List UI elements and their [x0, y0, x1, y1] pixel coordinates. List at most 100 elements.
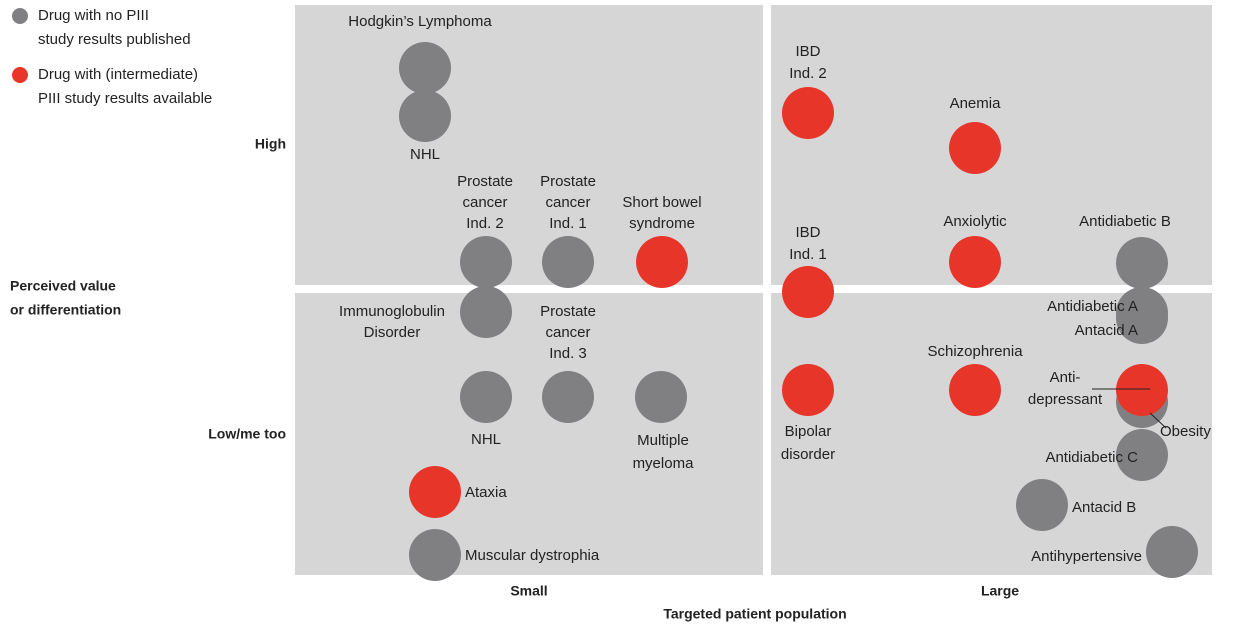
drug-bubble	[1116, 292, 1168, 344]
drug-label: Anti-depressant	[1028, 369, 1103, 408]
drug-bubble	[542, 236, 594, 288]
legend-label-line: PIII study results available	[38, 90, 212, 107]
drug-label: Bipolar disorder	[781, 423, 835, 463]
quadrant	[295, 5, 763, 285]
drug-label-line: Antidiabetic C	[1045, 449, 1138, 466]
drug-label-line: Short bowel	[622, 194, 701, 211]
drug-label-line: Anemia	[950, 95, 1002, 112]
drug-label: Muscular dystrophia	[465, 547, 600, 564]
drug-label-line: IBD	[795, 43, 820, 60]
drug-label-line: Immunoglobulin	[339, 303, 445, 320]
drug-bubble	[782, 87, 834, 139]
drug-label-line: Antacid A	[1075, 322, 1138, 339]
drug-label-line: Bipolar	[785, 423, 832, 440]
x-label: Small	[510, 583, 547, 599]
legend-label: Drug with no PIII study results published	[38, 7, 191, 48]
drug-bubble	[1146, 526, 1198, 578]
drug-label: Antidiabetic B	[1079, 213, 1171, 230]
y-title: Perceived value	[10, 278, 116, 294]
drug-label: Obesity	[1160, 423, 1211, 440]
drug-label: Ataxia	[465, 484, 507, 501]
legend-label-line: Drug with no PIII	[38, 7, 149, 24]
drug-bubble	[782, 364, 834, 416]
legend-swatch	[12, 8, 28, 24]
drug-label-line: Antihypertensive	[1031, 548, 1142, 565]
drug-label-line: cancer	[545, 324, 590, 341]
drug-label-line: Antacid B	[1072, 499, 1136, 516]
drug-bubble	[399, 42, 451, 94]
drug-bubble	[409, 466, 461, 518]
drug-label-line: NHL	[471, 431, 501, 448]
drug-bubble	[949, 236, 1001, 288]
drug-label-line: Prostate	[457, 173, 513, 190]
drug-label-line: disorder	[781, 446, 835, 463]
drug-label-line: Muscular dystrophia	[465, 547, 600, 564]
drug-label-line: Hodgkin’s Lymphoma	[348, 13, 492, 30]
drug-label: NHL	[410, 146, 440, 163]
drug-label: Anemia	[950, 95, 1002, 112]
legend-label-line: study results published	[38, 31, 191, 48]
drug-label-line: Antidiabetic A	[1047, 298, 1138, 315]
drug-label-line: Ind. 2	[789, 65, 827, 82]
drug-label: IBD Ind. 1	[789, 224, 827, 263]
drug-label: IBD Ind. 2	[789, 43, 827, 82]
drug-label-line: depressant	[1028, 391, 1103, 408]
drug-label: Prostate cancer Ind. 3	[540, 303, 596, 362]
drug-label-line: Anti-	[1050, 369, 1081, 386]
drug-label-line: Ataxia	[465, 484, 507, 501]
drug-bubble	[782, 266, 834, 318]
legend-label: Drug with (intermediate) PIII study resul…	[38, 66, 212, 107]
legend-swatch	[12, 67, 28, 83]
drug-label: Multiple myeloma	[633, 432, 695, 472]
drug-bubble	[409, 529, 461, 581]
drug-label: Immunoglobulin Disorder	[339, 303, 445, 341]
drug-label-line: Disorder	[364, 324, 421, 341]
drug-label-line: Ind. 1	[549, 215, 587, 232]
drug-label: Antidiabetic C	[1045, 449, 1138, 466]
x-label: Large	[981, 583, 1019, 599]
drug-label-line: IBD	[795, 224, 820, 241]
drug-label: Antacid B	[1072, 499, 1136, 516]
drug-bubble	[1016, 479, 1068, 531]
drug-label-line: Obesity	[1160, 423, 1211, 440]
legend-label-line: Drug with (intermediate)	[38, 66, 198, 83]
drug-label: Anxiolytic	[943, 213, 1007, 230]
drug-bubble	[399, 90, 451, 142]
y-label: Low/me too	[208, 426, 286, 442]
drug-bubble	[460, 236, 512, 288]
drug-label: Prostate cancer Ind. 1	[540, 173, 596, 232]
drug-label-line: Ind. 3	[549, 345, 587, 362]
drug-bubble	[460, 286, 512, 338]
drug-label-line: Prostate	[540, 303, 596, 320]
drug-bubble	[1116, 237, 1168, 289]
drug-label-line: NHL	[410, 146, 440, 163]
drug-label-line: Antidiabetic B	[1079, 213, 1171, 230]
drug-bubble	[1116, 429, 1168, 481]
drug-label-line: Schizophrenia	[927, 343, 1023, 360]
drug-label-line: Ind. 1	[789, 246, 827, 263]
drug-label: Antidiabetic A	[1047, 298, 1138, 315]
drug-bubble	[949, 122, 1001, 174]
drug-bubble	[1116, 364, 1168, 416]
y-title: or differentiation	[10, 302, 121, 318]
drug-label: NHL	[471, 431, 501, 448]
drug-bubble	[460, 371, 512, 423]
drug-label: Antacid A	[1075, 322, 1138, 339]
drug-label-line: Multiple	[637, 432, 689, 449]
drug-label-line: myeloma	[633, 455, 695, 472]
drug-label: Short bowel syndrome	[622, 194, 701, 232]
drug-label-line: cancer	[462, 194, 507, 211]
x-title: Targeted patient population	[663, 606, 846, 622]
drug-label: Prostate cancer Ind. 2	[457, 173, 513, 232]
drug-label-line: Anxiolytic	[943, 213, 1007, 230]
leader-line	[1149, 412, 1167, 429]
drug-label: Antihypertensive	[1031, 548, 1142, 565]
drug-bubble	[949, 364, 1001, 416]
y-label: High	[255, 136, 286, 152]
drug-bubble	[636, 236, 688, 288]
drug-label-line: syndrome	[629, 215, 695, 232]
drug-bubble	[635, 371, 687, 423]
drug-label: Hodgkin’s Lymphoma	[348, 13, 492, 30]
drug-label-line: Ind. 2	[466, 215, 504, 232]
